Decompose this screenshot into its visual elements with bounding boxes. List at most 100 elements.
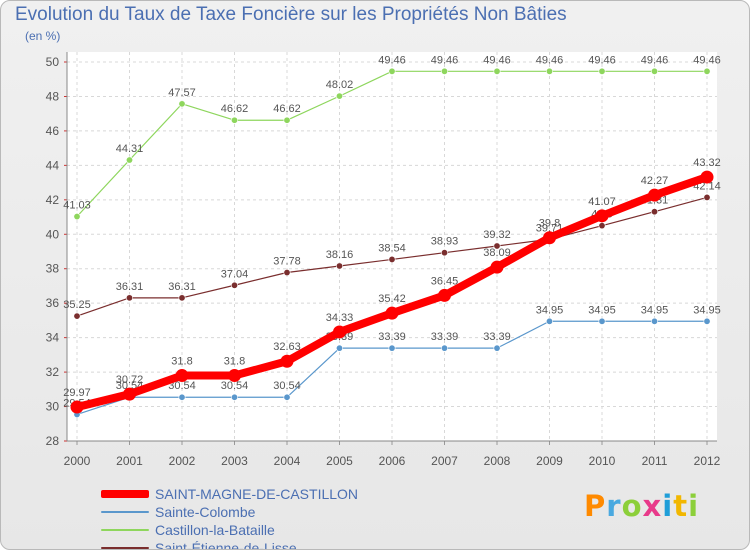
data-point	[126, 156, 134, 164]
data-point	[703, 67, 711, 75]
data-label: 49.46	[693, 54, 721, 66]
data-point	[175, 369, 189, 383]
legend-label: Saint-Étienne-de-Lisse	[155, 540, 297, 550]
data-point	[283, 393, 291, 401]
data-point	[228, 369, 241, 383]
data-label: 47.57	[168, 87, 196, 99]
data-point	[440, 67, 448, 75]
data-point	[335, 92, 343, 100]
data-label: 30.54	[168, 380, 196, 392]
data-point	[493, 242, 501, 250]
legend-label: Castillon-la-Bataille	[155, 522, 275, 538]
data-point	[493, 344, 501, 352]
data-point	[650, 317, 658, 325]
x-tick-label: 2010	[589, 454, 616, 468]
data-label: 42.27	[641, 175, 669, 187]
data-point	[440, 249, 448, 257]
data-point	[650, 208, 658, 216]
data-label: 34.95	[588, 304, 616, 316]
legend-swatch	[101, 511, 149, 513]
x-tick-label: 2006	[379, 454, 406, 468]
data-label: 35.25	[63, 299, 91, 311]
x-tick-label: 2011	[642, 454, 668, 468]
data-label: 31.8	[171, 356, 192, 368]
data-point	[490, 260, 504, 274]
data-point	[545, 317, 553, 325]
data-point	[231, 393, 239, 401]
x-tick-label: 2002	[169, 454, 196, 468]
data-label: 36.31	[168, 281, 196, 293]
data-point	[543, 231, 556, 245]
data-point	[283, 116, 291, 124]
data-point	[70, 400, 84, 414]
data-point	[335, 262, 343, 270]
data-label: 49.46	[588, 54, 616, 66]
y-tick-label: 46	[46, 124, 60, 138]
data-point	[493, 67, 501, 75]
data-point	[73, 312, 81, 320]
x-tick-label: 2009	[536, 454, 563, 468]
data-label: 38.09	[483, 247, 511, 259]
x-tick-label: 2004	[274, 454, 301, 468]
data-label: 34.95	[536, 304, 564, 316]
data-label: 36.31	[116, 281, 144, 293]
y-tick-label: 48	[46, 89, 60, 103]
y-tick-label: 42	[46, 193, 60, 207]
data-point	[388, 344, 396, 352]
data-label: 30.54	[221, 380, 249, 392]
data-label: 38.16	[326, 249, 354, 261]
data-label: 33.39	[483, 331, 511, 343]
data-label: 31.8	[224, 356, 245, 368]
chart-title: Evolution du Taux de Taxe Foncière sur l…	[15, 4, 567, 25]
y-tick-label: 38	[46, 262, 60, 276]
data-point	[598, 222, 606, 230]
x-tick-label: 2000	[64, 454, 91, 468]
data-label: 39.8	[539, 218, 560, 230]
data-point	[123, 387, 136, 401]
data-point	[283, 269, 291, 277]
data-point	[231, 281, 239, 289]
data-label: 46.62	[273, 103, 301, 115]
data-label: 33.39	[431, 331, 459, 343]
data-point	[595, 209, 609, 223]
data-point	[388, 67, 396, 75]
x-tick-label: 2001	[116, 454, 143, 468]
legend-swatch	[101, 547, 149, 549]
data-point	[598, 67, 606, 75]
logo-letter: P	[584, 489, 607, 523]
data-point	[650, 67, 658, 75]
y-tick-label: 44	[46, 158, 60, 172]
data-label: 30.72	[116, 374, 144, 386]
data-label: 38.54	[378, 242, 406, 254]
y-tick-label: 28	[46, 434, 60, 448]
y-tick-label: 32	[46, 365, 60, 379]
proxiti-logo: Proxiti	[584, 489, 699, 523]
data-point	[388, 255, 396, 263]
logo-letter: r	[606, 489, 622, 523]
legend-label: Sainte-Colombe	[155, 504, 256, 520]
data-label: 44.31	[116, 143, 144, 155]
data-label: 38.93	[431, 236, 459, 248]
logo-letter: i	[688, 489, 700, 523]
data-point	[703, 317, 711, 325]
data-label: 46.62	[221, 103, 249, 115]
logo-letter: i	[662, 489, 674, 523]
data-label: 43.32	[693, 157, 721, 169]
data-point	[598, 317, 606, 325]
data-point	[440, 344, 448, 352]
data-label: 41.03	[63, 200, 91, 212]
y-tick-label: 30	[46, 400, 60, 414]
x-tick-label: 2005	[326, 454, 353, 468]
y-tick-label: 50	[46, 55, 60, 69]
y-tick-label: 40	[46, 227, 60, 241]
data-point	[648, 188, 661, 202]
y-unit-label: (en %)	[25, 29, 61, 43]
data-point	[438, 288, 451, 302]
data-point	[73, 213, 81, 221]
data-point	[231, 116, 239, 124]
data-label: 34.33	[326, 312, 354, 324]
x-tick-label: 2007	[431, 454, 458, 468]
data-label: 37.78	[273, 256, 301, 268]
x-tick-label: 2012	[694, 454, 721, 468]
